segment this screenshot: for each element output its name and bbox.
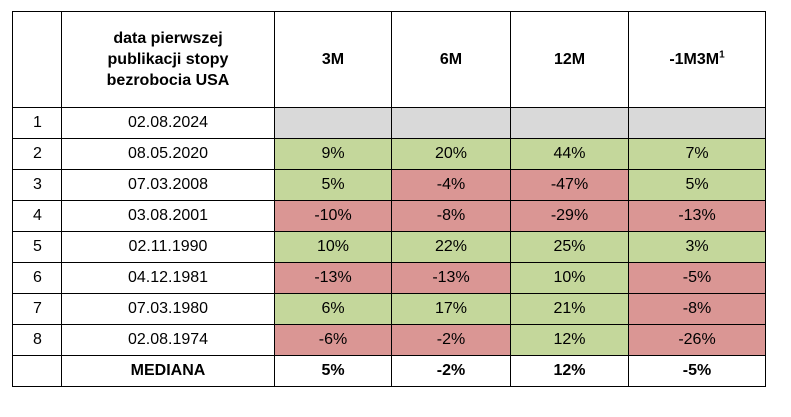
row-m3-cell: 10% [274,231,392,263]
row-m12-cell [510,107,629,139]
row-m6-cell: -2% [391,324,511,356]
row-m6-cell: 20% [391,138,511,170]
row-m3-cell: 5% [274,169,392,201]
row-1m3m-cell: -8% [628,293,766,325]
row-index: 1 [12,107,62,139]
row-m3-cell: -10% [274,200,392,232]
median-6m: -2% [391,355,511,387]
index-header [12,11,62,108]
row-m3-cell: 6% [274,293,392,325]
1m3m-header-label: -1M3M [669,51,720,68]
date-header: data pierwszej publikacji stopy bezroboc… [61,11,275,108]
median-label: MEDIANA [61,355,275,387]
row-1m3m-cell: 5% [628,169,766,201]
row-m6-cell [391,107,511,139]
row-date: 02.08.1974 [61,324,275,356]
row-1m3m-cell: -13% [628,200,766,232]
row-1m3m-cell: -26% [628,324,766,356]
row-date: 02.08.2024 [61,107,275,139]
6m-header: 6M [391,11,511,108]
table-row: 1 02.08.2024 [12,107,766,139]
row-index: 8 [12,324,62,356]
3m-header: 3M [274,11,392,108]
row-m12-cell: -29% [510,200,629,232]
1m3m-footnote-mark: 1 [719,49,725,61]
returns-table: data pierwszej publikacji stopy bezroboc… [12,11,766,387]
row-m12-cell: 12% [510,324,629,356]
row-1m3m-cell: 3% [628,231,766,263]
row-index: 3 [12,169,62,201]
row-index: 5 [12,231,62,263]
row-m3-cell: 9% [274,138,392,170]
table-row: 2 08.05.2020 9% 20% 44% 7% [12,138,766,170]
header-row: data pierwszej publikacji stopy bezroboc… [12,11,766,108]
row-m12-cell: 21% [510,293,629,325]
median-row: MEDIANA 5% -2% 12% -5% [12,355,766,387]
row-m12-cell: 44% [510,138,629,170]
row-date: 02.11.1990 [61,231,275,263]
row-date: 08.05.2020 [61,138,275,170]
median-12m: 12% [510,355,629,387]
row-m3-cell [274,107,392,139]
row-1m3m-cell: 7% [628,138,766,170]
row-m3-cell: -6% [274,324,392,356]
row-m12-cell: -47% [510,169,629,201]
row-date: 04.12.1981 [61,262,275,294]
table-row: 4 03.08.2001 -10% -8% -29% -13% [12,200,766,232]
table-row: 3 07.03.2008 5% -4% -47% 5% [12,169,766,201]
row-index: 4 [12,200,62,232]
1m3m-header: -1M3M1 [628,11,766,108]
row-m6-cell: 17% [391,293,511,325]
median-1m3m: -5% [628,355,766,387]
row-date: 07.03.1980 [61,293,275,325]
row-date: 07.03.2008 [61,169,275,201]
row-m6-cell: -8% [391,200,511,232]
12m-header: 12M [510,11,629,108]
row-1m3m-cell [628,107,766,139]
row-m6-cell: -13% [391,262,511,294]
row-index: 2 [12,138,62,170]
median-3m: 5% [274,355,392,387]
table-row: 6 04.12.1981 -13% -13% 10% -5% [12,262,766,294]
table-row: 8 02.08.1974 -6% -2% 12% -26% [12,324,766,356]
row-index: 6 [12,262,62,294]
row-m3-cell: -13% [274,262,392,294]
table-row: 5 02.11.1990 10% 22% 25% 3% [12,231,766,263]
row-1m3m-cell: -5% [628,262,766,294]
row-index: 7 [12,293,62,325]
row-date: 03.08.2001 [61,200,275,232]
row-m6-cell: 22% [391,231,511,263]
row-m6-cell: -4% [391,169,511,201]
table-row: 7 07.03.1980 6% 17% 21% -8% [12,293,766,325]
row-m12-cell: 25% [510,231,629,263]
row-m12-cell: 10% [510,262,629,294]
median-index-cell [12,355,62,387]
